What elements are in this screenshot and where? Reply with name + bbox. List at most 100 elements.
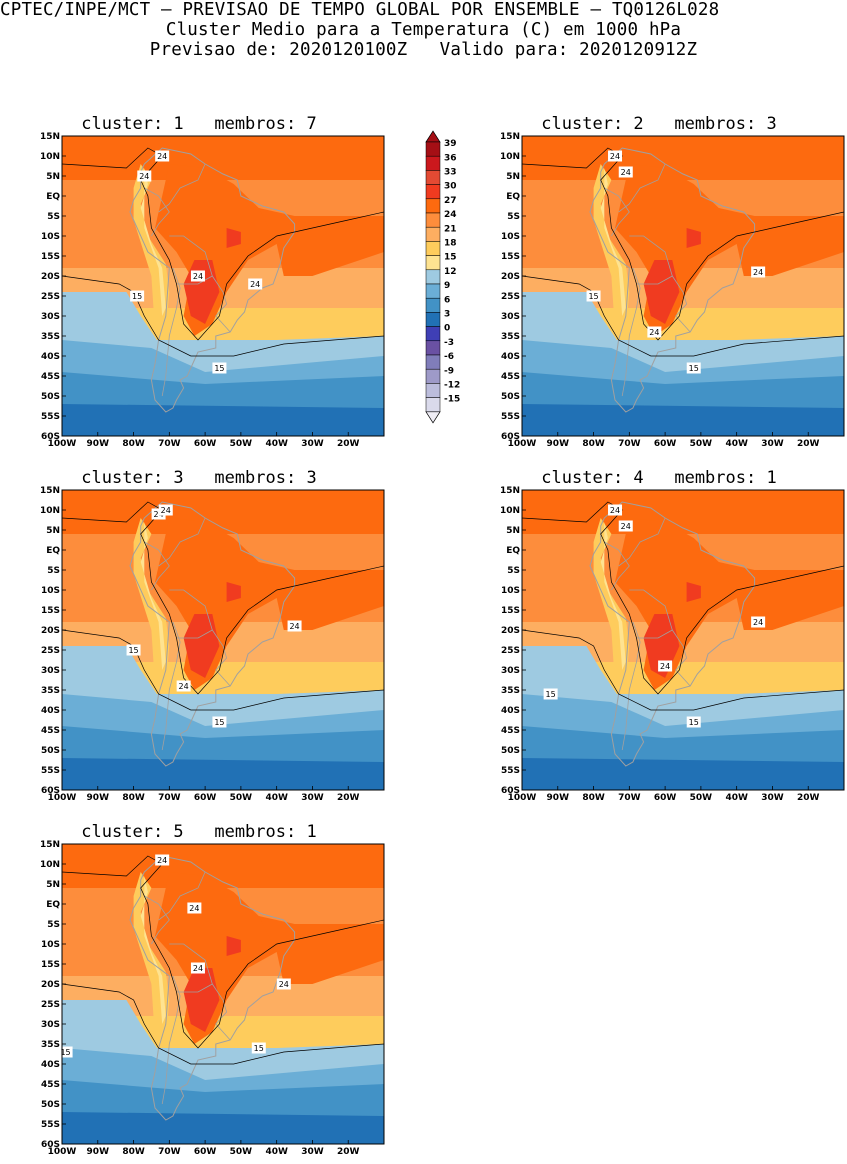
contour-label: 24 [155, 150, 170, 162]
contour-label-text: 24 [250, 280, 260, 289]
contour-label-text: 15 [588, 292, 598, 301]
latitude-label: 50S [501, 746, 520, 756]
legend-swatch [425, 155, 441, 171]
legend-swatch [425, 226, 441, 242]
contour-label: 15 [251, 1042, 266, 1054]
latitude-label: 30S [501, 312, 520, 322]
warm-region [718, 208, 844, 276]
contour-label: 24 [608, 504, 623, 516]
contour-label: 24 [751, 616, 766, 628]
contour-label: 15 [543, 688, 558, 700]
contour-label-text: 15 [128, 646, 138, 655]
warm-region [258, 562, 384, 630]
legend-swatch [425, 269, 441, 285]
legend-label: 24 [444, 210, 457, 220]
latitude-label: 60S [501, 432, 520, 442]
latitude-label: 60S [41, 1140, 60, 1150]
latitude-label: 10N [40, 860, 60, 870]
longitude-label: 20W [797, 793, 820, 803]
country-border [671, 629, 691, 687]
legend-swatch [425, 184, 441, 200]
country-border [604, 541, 630, 591]
latitude-label: 10N [40, 506, 60, 516]
legend-swatch [425, 212, 441, 228]
latitude-label: 45S [501, 726, 520, 736]
latitude-label: 35S [41, 1040, 60, 1050]
map-panel-cluster-1: cluster: 1 membros: 7 24 24 24 24 15 15 15N 10N… [34, 114, 385, 454]
longitude-label: 20W [337, 793, 360, 803]
legend-label: 9 [444, 281, 450, 291]
latitude-label: 5S [47, 920, 60, 930]
warm-region [258, 916, 384, 984]
latitude-label: 55S [41, 1120, 60, 1130]
contour-label: 24 [618, 520, 633, 532]
country-border [621, 267, 641, 397]
andes-cool-strip [600, 168, 626, 316]
latitude-label: 5S [47, 566, 60, 576]
longitude-label: 90W [547, 793, 570, 803]
map-panel-cluster-5: cluster: 5 membros: 1 24 24 24 24 15 15 15N 10N… [34, 822, 385, 1162]
contour-label-text: 24 [289, 622, 299, 631]
contour-label-text: 24 [193, 272, 203, 281]
legend-label: 15 [444, 253, 457, 263]
latitude-label: 5N [506, 172, 520, 182]
latitude-label: 60S [41, 432, 60, 442]
contour-label: 24 [287, 620, 302, 632]
latitude-label: 55S [501, 766, 520, 776]
coastline [129, 501, 296, 767]
hot-core [226, 936, 241, 956]
longitude-label: 70W [618, 793, 641, 803]
latitude-label: 15S [501, 252, 520, 262]
latitude-label: 15N [500, 132, 520, 142]
map-frame [61, 489, 385, 791]
contour-label-text: 24 [610, 506, 620, 515]
temperature-map: 24 24 24 24 15 15 15N 10N 5N EQ 5S 10S 15S 20S 25S 30S 3… [40, 840, 385, 1157]
country-border [169, 235, 213, 285]
country-border [169, 943, 213, 993]
contour-label-text: 24 [157, 152, 167, 161]
contour-label: 15 [686, 716, 701, 728]
contour-label-text: 15 [214, 364, 224, 373]
legend-arrow-bottom [425, 411, 441, 424]
legend-label: 39 [444, 139, 457, 149]
legend-label: -15 [444, 395, 460, 405]
latitude-label: 10N [40, 152, 60, 162]
legend-label: -3 [444, 338, 454, 348]
hot-core [183, 614, 220, 678]
cool-region [62, 404, 384, 436]
contour-label: 24 [155, 854, 170, 866]
longitude-label: 50W [690, 439, 713, 449]
country-border [671, 275, 691, 333]
longitude-label: 80W [122, 439, 145, 449]
country-border [144, 895, 170, 945]
legend-swatch [425, 198, 441, 214]
contour-label-text: 24 [610, 152, 620, 161]
contour-label: 15 [212, 362, 227, 374]
latitude-label: 15N [40, 840, 60, 850]
hot-core [686, 228, 701, 248]
coastline [589, 147, 756, 413]
contour-label: 15 [586, 290, 601, 302]
latitude-label: 5N [46, 526, 60, 536]
panel-title: cluster: 3 membros: 3 [81, 468, 317, 488]
latitude-label: EQ [506, 192, 520, 202]
longitude-label: 80W [122, 793, 145, 803]
legend-swatch [425, 397, 441, 413]
latitude-label: 15N [40, 486, 60, 496]
latitude-label: 15S [41, 606, 60, 616]
latitude-label: 25S [501, 646, 520, 656]
legend-label: 12 [444, 267, 457, 277]
latitude-label: 55S [501, 412, 520, 422]
latitude-label: 60S [501, 786, 520, 796]
andes-cool-strip [140, 876, 166, 1024]
latitude-label: 55S [41, 766, 60, 776]
contour-label: 24 [190, 962, 205, 974]
longitude-label: 50W [690, 793, 713, 803]
longitude-label: 100W [508, 439, 537, 449]
country-border [211, 629, 231, 687]
longitude-label: 100W [48, 439, 77, 449]
country-border [604, 187, 630, 237]
header: CPTEC/INPE/MCT – PREVISAO DE TEMPO GLOBA… [0, 0, 847, 60]
warm-region [155, 872, 284, 1044]
hot-core [226, 582, 241, 602]
